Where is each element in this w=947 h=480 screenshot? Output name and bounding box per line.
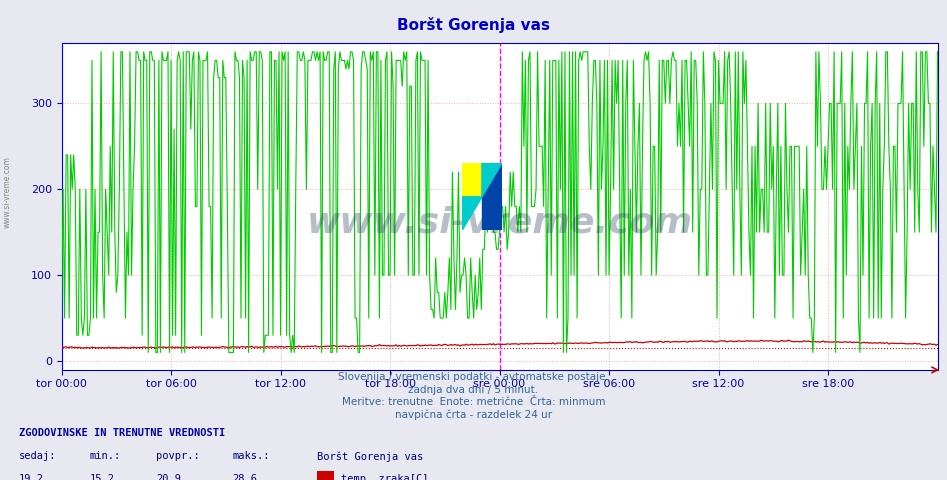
Text: Meritve: trenutne  Enote: metrične  Črta: minmum: Meritve: trenutne Enote: metrične Črta: … (342, 397, 605, 408)
Text: zadnja dva dni / 5 minut.: zadnja dva dni / 5 minut. (408, 385, 539, 395)
Bar (482, 163, 502, 230)
Text: Slovenija / vremenski podatki - avtomatske postaje.: Slovenija / vremenski podatki - avtomats… (338, 372, 609, 382)
Text: Boršt Gorenja vas: Boršt Gorenja vas (317, 451, 423, 462)
Text: 28.6: 28.6 (232, 474, 257, 480)
Text: 15.2: 15.2 (90, 474, 115, 480)
Text: temp. zraka[C]: temp. zraka[C] (341, 474, 428, 480)
Bar (462, 163, 482, 197)
Text: 20.9: 20.9 (156, 474, 181, 480)
Polygon shape (482, 163, 502, 197)
Text: www.si-vreme.com: www.si-vreme.com (3, 156, 12, 228)
Text: sedaj:: sedaj: (19, 451, 57, 461)
Text: 19.2: 19.2 (19, 474, 44, 480)
Text: navpična črta - razdelek 24 ur: navpična črta - razdelek 24 ur (395, 410, 552, 420)
Text: ZGODOVINSKE IN TRENUTNE VREDNOSTI: ZGODOVINSKE IN TRENUTNE VREDNOSTI (19, 428, 225, 438)
Text: povpr.:: povpr.: (156, 451, 200, 461)
Text: Boršt Gorenja vas: Boršt Gorenja vas (397, 17, 550, 33)
Text: maks.:: maks.: (232, 451, 270, 461)
Text: www.si-vreme.com: www.si-vreme.com (307, 206, 692, 240)
Text: min.:: min.: (90, 451, 121, 461)
Polygon shape (462, 197, 482, 230)
